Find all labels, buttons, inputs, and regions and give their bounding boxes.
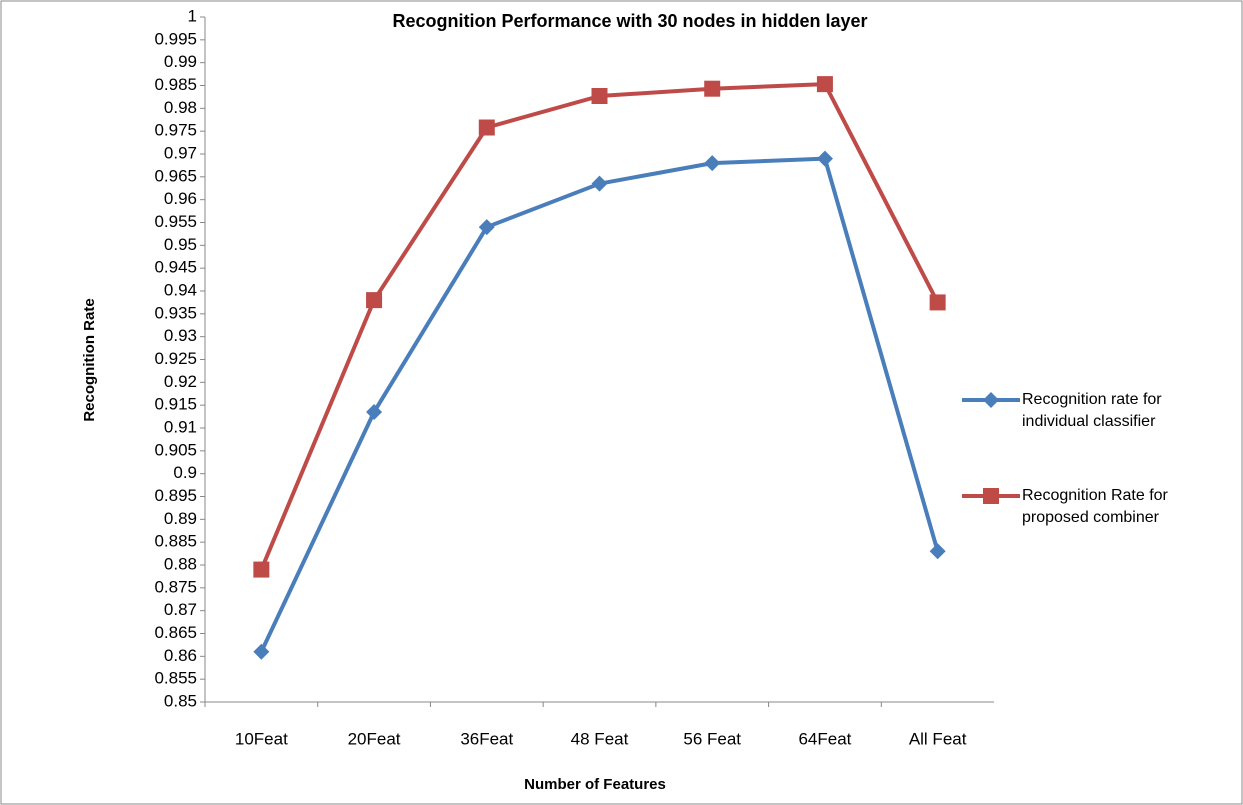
y-tick-label: 0.87 [164,600,197,619]
y-tick-label: 0.885 [154,532,197,551]
data-point [253,561,270,578]
y-tick-label: 0.875 [154,577,197,596]
y-tick-label: 0.925 [154,349,197,368]
x-tick-label: 20Feat [348,729,401,748]
y-tick-label: 0.965 [154,166,197,185]
data-point [704,80,721,97]
data-point [478,219,495,236]
y-tick-label: 0.97 [164,143,197,162]
y-tick-label: 0.98 [164,98,197,117]
data-point [983,488,999,504]
data-point [929,294,946,311]
data-point [983,392,999,408]
y-tick-label: 0.86 [164,646,197,665]
y-tick-label: 0.955 [154,212,197,231]
data-point [591,88,608,105]
y-tick-label: 0.95 [164,235,197,254]
y-tick-label: 0.935 [154,303,197,322]
x-tick-label: All Feat [909,729,967,748]
y-tick-label: 0.91 [164,417,197,436]
y-tick-label: 0.96 [164,189,197,208]
data-point [929,543,946,560]
y-tick-label: 0.88 [164,554,197,573]
y-tick-label: 0.985 [154,75,197,94]
y-tick-label: 0.865 [154,623,197,642]
data-point [816,76,833,93]
x-tick-label: 48 Feat [571,729,629,748]
y-tick-label: 0.89 [164,509,197,528]
legend-label: Recognition Rate for proposed combiner [1022,487,1168,526]
y-tick-label: 0.93 [164,326,197,345]
y-tick-label: 0.945 [154,258,197,277]
y-tick-label: 0.895 [154,486,197,505]
chart-title: Recognition Performance with 30 nodes in… [392,11,867,31]
y-tick-label: 0.85 [164,691,197,710]
y-tick-label: 0.94 [164,280,197,299]
x-axis-label: Number of Features [524,776,666,793]
data-point [816,150,833,167]
y-tick-label: 0.995 [154,29,197,48]
y-axis-label: Recognition Rate [81,298,98,421]
x-tick-label: 10Feat [235,729,288,748]
x-tick-label: 36Feat [460,729,513,748]
y-tick-label: 0.915 [154,395,197,414]
data-point [478,119,495,136]
data-point [253,643,270,660]
x-tick-label: 56 Feat [683,729,741,748]
y-tick-label: 0.975 [154,121,197,140]
y-tick-label: 0.92 [164,372,197,391]
data-point [704,155,721,172]
x-tick-label: 64Feat [798,729,851,748]
data-point [591,175,608,192]
data-point [366,292,383,309]
y-tick-label: 0.9 [173,463,197,482]
y-tick-label: 1 [188,6,197,25]
data-point [366,404,383,421]
y-tick-label: 0.855 [154,669,197,688]
y-tick-label: 0.99 [164,52,197,71]
y-tick-label: 0.905 [154,440,197,459]
legend-label: Recognition rate for individual classifi… [1022,391,1162,430]
